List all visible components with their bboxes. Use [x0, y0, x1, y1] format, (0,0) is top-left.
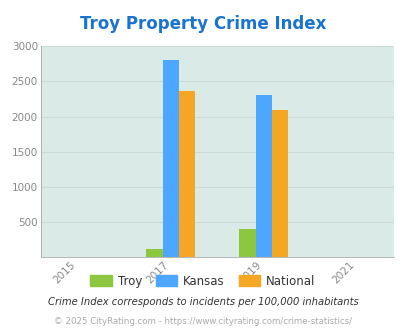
Text: Troy Property Crime Index: Troy Property Crime Index [80, 15, 325, 33]
Bar [239, 229, 255, 257]
Bar [146, 248, 162, 257]
Bar [271, 110, 288, 257]
Legend: Troy, Kansas, National: Troy, Kansas, National [85, 270, 320, 292]
Text: Crime Index corresponds to incidents per 100,000 inhabitants: Crime Index corresponds to incidents per… [47, 297, 358, 307]
Bar [162, 60, 179, 257]
Bar [179, 91, 195, 257]
Text: © 2025 CityRating.com - https://www.cityrating.com/crime-statistics/: © 2025 CityRating.com - https://www.city… [54, 317, 351, 326]
Bar [255, 95, 271, 257]
